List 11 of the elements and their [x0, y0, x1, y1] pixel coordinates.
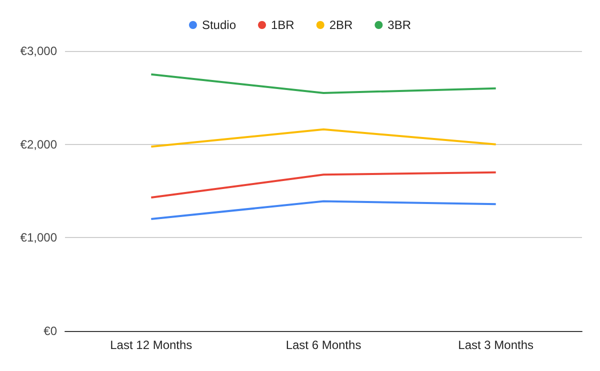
y-tick-label: €0	[44, 324, 58, 338]
x-tick-label: Last 3 Months	[458, 338, 534, 352]
y-tick-label: €1,000	[20, 230, 58, 245]
legend-label: Studio	[202, 18, 236, 32]
x-tick-label: Last 12 Months	[110, 338, 192, 352]
x-tick-label: Last 6 Months	[286, 338, 362, 352]
y-tick-label: €2,000	[20, 137, 58, 152]
legend-label: 3BR	[388, 18, 412, 32]
legend-label: 2BR	[329, 18, 354, 32]
y-tick-label: €3,000	[20, 44, 58, 58]
legend-label: 1BR	[270, 18, 295, 32]
